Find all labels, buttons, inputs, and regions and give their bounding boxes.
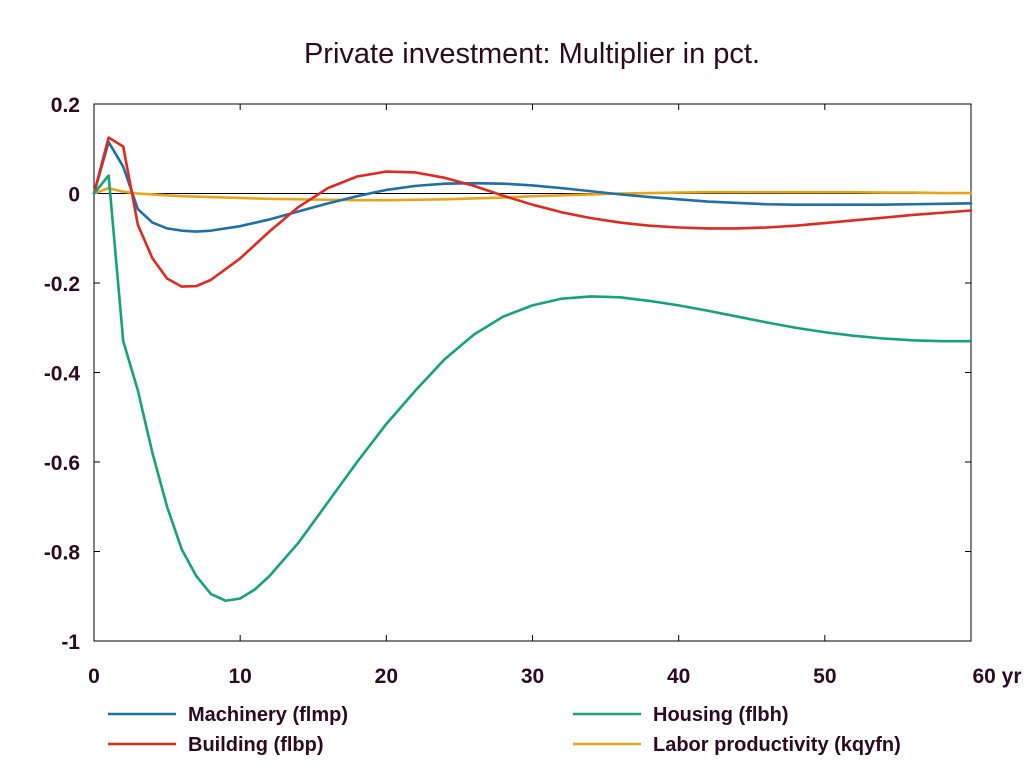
x-tick-label: 20: [375, 665, 398, 688]
legend-label: Labor productivity (kqyfn): [653, 734, 901, 756]
series-layer: [92, 136, 973, 603]
x-tick-label: 10: [228, 665, 251, 688]
x-tick-label: 50: [813, 665, 836, 688]
x-tick-label: 60 yr: [972, 665, 1021, 688]
legend: Machinery (flmp) Building (flbp) Housing (…: [108, 704, 901, 756]
y-tick-label: -1: [61, 631, 80, 654]
gridlines: [93, 103, 972, 642]
y-tick-label: 0.2: [51, 94, 80, 117]
y-tick-label: -0.4: [44, 363, 81, 386]
x-tick-label: 0: [88, 665, 100, 688]
x-tick-label: 30: [521, 665, 544, 688]
y-tick-label: -0.8: [44, 542, 81, 565]
legend-label: Machinery (flmp): [188, 704, 348, 726]
axis-tick-labels: 0.2 0 -0.2 -0.4 -0.6 -0.8 -1 0 10 20 30 40 50 60 yr: [44, 94, 1022, 688]
chart-title: Private investment: Multiplier in pct.: [304, 38, 760, 70]
legend-label: Building (flbp): [188, 734, 324, 756]
series-line: [92, 186, 973, 202]
y-tick-label: 0: [68, 184, 80, 207]
x-tick-label: 40: [667, 665, 690, 688]
series-line: [92, 136, 973, 288]
legend-label: Housing (flbh): [653, 704, 789, 726]
series-line: [92, 140, 973, 233]
y-tick-label: -0.2: [44, 273, 80, 296]
y-tick-label: -0.6: [44, 452, 80, 475]
series-line: [92, 174, 973, 603]
